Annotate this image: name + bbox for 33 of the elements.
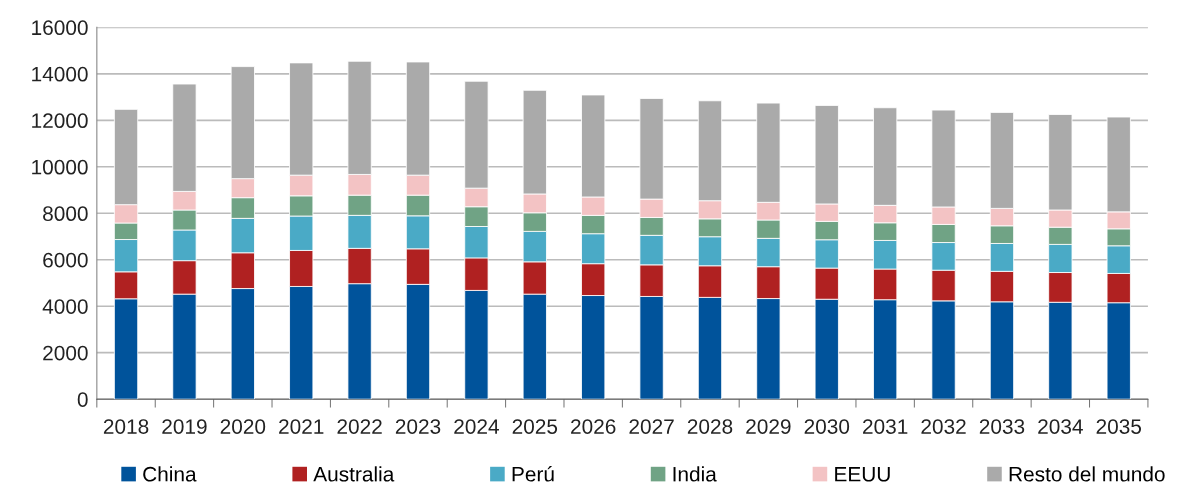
x-tick-label: 2034 [1038, 419, 1083, 434]
y-tick-label: 8000 [43, 206, 88, 222]
legend-label: India [673, 466, 717, 482]
x-tick-label: 2026 [571, 419, 616, 434]
x-tick-label: 2033 [979, 419, 1025, 434]
x-tick-label: 2035 [1096, 419, 1142, 434]
legend-label: EEUU [835, 467, 890, 482]
y-tick-label: 4000 [42, 299, 88, 314]
x-tick-label: 2024 [454, 419, 499, 434]
x-tick-label: 2027 [629, 419, 674, 434]
x-tick-label: 2031 [863, 419, 908, 434]
x-tick-label: 2021 [279, 419, 324, 434]
y-tick-label: 12000 [32, 113, 88, 129]
y-tick-label: 6000 [43, 252, 88, 268]
y-tick-label: 10000 [32, 159, 88, 175]
y-tick-label: 16000 [32, 20, 88, 36]
y-tick-label: 2000 [43, 345, 88, 361]
x-tick-label: 2019 [162, 419, 207, 434]
x-tick-label: 2028 [687, 419, 733, 434]
x-tick-label: 2029 [746, 419, 791, 434]
x-tick-label: 2023 [395, 419, 441, 434]
legend-label: Resto del mundo [1009, 466, 1165, 482]
x-tick-label: 2020 [220, 419, 266, 434]
x-tick-label: 2030 [804, 419, 850, 434]
legend-label: Perú [512, 466, 554, 482]
x-tick-label: 2022 [337, 419, 382, 434]
x-tick-label: 2018 [103, 419, 149, 434]
x-tick-label: 2032 [921, 419, 966, 434]
y-tick-label: 14000 [32, 66, 88, 82]
legend-label: Australia [313, 466, 395, 482]
x-tick-label: 2025 [512, 419, 558, 434]
y-tick-label: 0 [77, 392, 88, 407]
legend-label: China [143, 466, 197, 482]
